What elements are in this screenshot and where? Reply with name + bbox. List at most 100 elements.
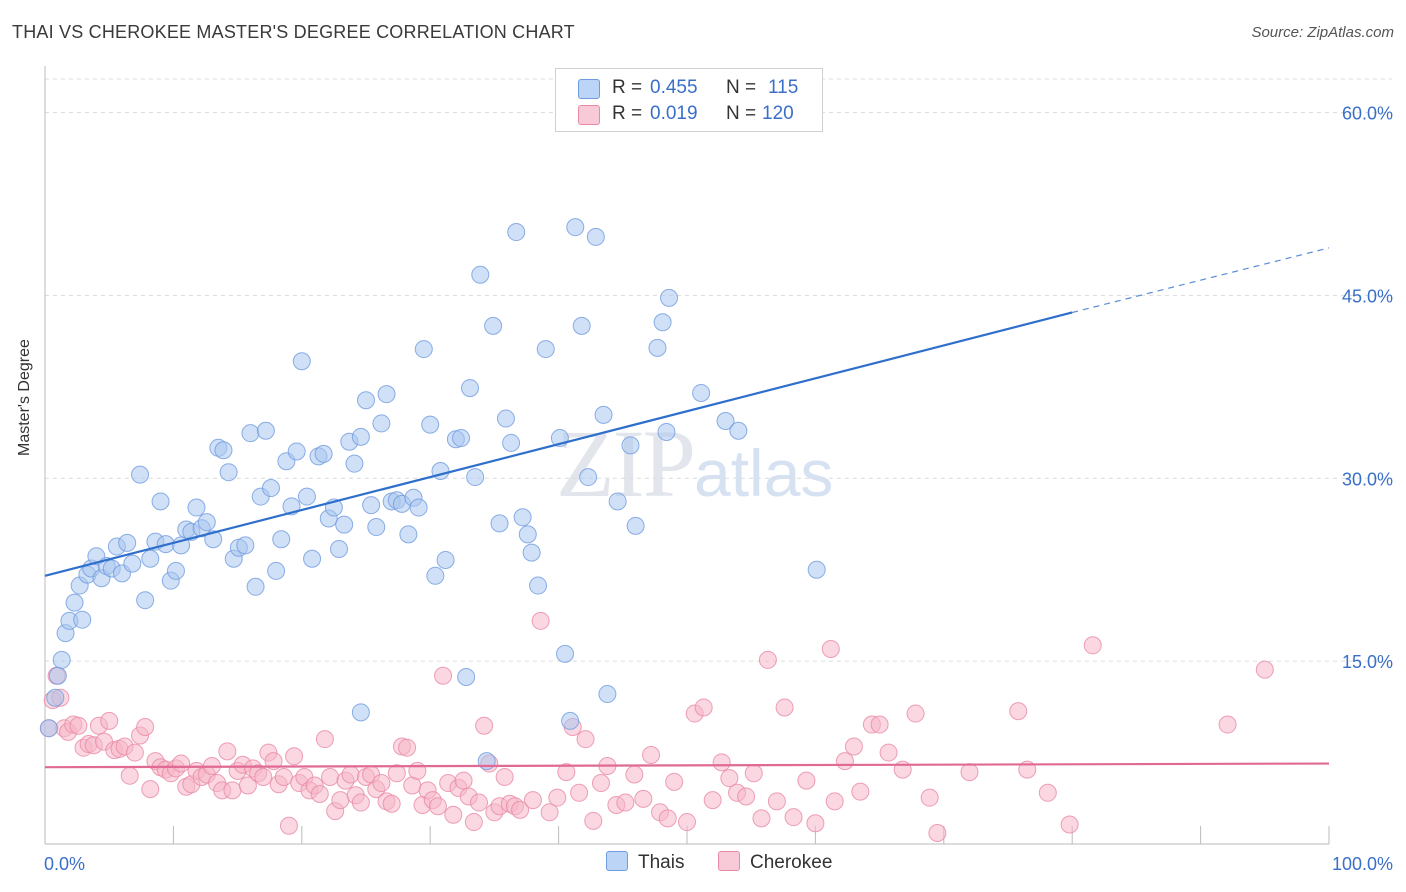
thais-point xyxy=(807,560,826,579)
cherokee-point xyxy=(775,698,794,717)
thais-point xyxy=(556,644,575,663)
thais-point xyxy=(187,498,206,517)
cherokee-point xyxy=(310,785,329,804)
cherokee-point xyxy=(495,767,514,786)
thais-point xyxy=(461,379,480,398)
thais-point xyxy=(136,591,155,610)
thais-point xyxy=(502,433,521,452)
correlation-legend: R = 0.455 N = 115 R = 0.019 N = 120 xyxy=(555,68,823,132)
cherokee-point xyxy=(351,793,370,812)
thais-point xyxy=(52,650,71,669)
cherokee-point xyxy=(136,717,155,736)
cherokee-point xyxy=(835,752,854,771)
cherokee-point xyxy=(851,782,870,801)
thais-trend-line xyxy=(44,311,1073,577)
y-tick-label: 45.0% xyxy=(1342,286,1393,306)
thais-point xyxy=(241,424,260,443)
thais-point xyxy=(131,465,150,484)
thais-point xyxy=(692,383,711,402)
thais-point xyxy=(572,316,591,335)
cherokee-trend-line xyxy=(44,762,1330,769)
thais-point xyxy=(716,411,735,430)
thais-point xyxy=(267,561,286,580)
bottom-legend-cherokee: Cherokee xyxy=(718,851,832,874)
thais-point xyxy=(579,468,598,487)
cherokee-point xyxy=(548,788,567,807)
thais-point xyxy=(421,415,440,434)
cherokee-point xyxy=(531,611,550,630)
bottom-legend-label-cherokee: Cherokee xyxy=(750,852,833,873)
thais-point xyxy=(660,288,679,307)
legend-r-value: 0.019 xyxy=(650,103,698,124)
thais-point xyxy=(409,498,428,517)
thais-point xyxy=(518,525,537,544)
cherokee-point xyxy=(141,780,160,799)
cherokee-point xyxy=(454,771,473,790)
cherokee-point xyxy=(218,742,237,761)
thais-point xyxy=(414,340,433,359)
thais-point xyxy=(335,515,354,534)
cherokee-point xyxy=(591,774,610,793)
cherokee-point xyxy=(408,761,427,780)
cherokee-point xyxy=(540,803,559,822)
cherokee-point xyxy=(576,730,595,749)
thais-point xyxy=(166,561,185,580)
thais-point xyxy=(372,414,391,433)
cherokee-point xyxy=(172,754,191,773)
thais-point xyxy=(529,576,548,595)
cherokee-point xyxy=(120,766,139,785)
cherokee-point xyxy=(767,792,786,811)
cherokee-point xyxy=(557,763,576,782)
cherokee-point xyxy=(906,704,925,723)
x-tick-label: 0.0% xyxy=(44,854,85,874)
thais-point xyxy=(39,719,58,738)
thais-point xyxy=(566,218,585,237)
thais-point xyxy=(351,427,370,446)
thais-point xyxy=(357,391,375,410)
cherokee-point xyxy=(444,805,463,824)
cherokee-point xyxy=(712,753,731,772)
cherokee-point xyxy=(570,783,589,802)
legend-swatch-thais xyxy=(578,79,600,99)
thais-point xyxy=(272,530,291,549)
cherokee-point xyxy=(752,809,771,828)
thais-points xyxy=(39,218,826,771)
cherokee-point xyxy=(341,765,360,784)
cherokee-point xyxy=(879,743,898,762)
thais-point xyxy=(536,340,555,359)
thais-point xyxy=(246,577,265,596)
thais-point xyxy=(598,685,617,704)
cherokee-point xyxy=(825,792,844,811)
bottom-legend-thais: Thais xyxy=(606,851,684,874)
thais-point xyxy=(522,543,541,562)
thais-point xyxy=(457,667,476,686)
y-axis-label: Master's Degree xyxy=(16,339,33,456)
cherokee-point xyxy=(1083,636,1102,655)
thais-point xyxy=(367,518,386,537)
thais-point xyxy=(46,688,65,707)
cherokee-point xyxy=(387,764,406,783)
thais-point xyxy=(219,463,238,482)
thais-point xyxy=(657,422,676,441)
cherokee-point xyxy=(125,743,144,762)
thais-point xyxy=(204,530,223,549)
cherokee-point xyxy=(844,737,863,756)
cherokee-point xyxy=(274,767,293,786)
thais-point xyxy=(197,513,216,532)
thais-trend-extension xyxy=(1072,247,1330,314)
cherokee-point xyxy=(264,752,283,771)
thais-point xyxy=(256,421,275,440)
cherokee-point xyxy=(1038,783,1057,802)
cherokee-point xyxy=(254,767,273,786)
cherokee-point xyxy=(428,797,447,816)
cherokee-point xyxy=(285,747,304,766)
thais-point xyxy=(261,479,280,498)
cherokee-point xyxy=(382,794,401,813)
thais-point xyxy=(118,533,137,552)
thais-point xyxy=(648,338,667,357)
cherokee-point xyxy=(821,639,840,658)
cherokee-point xyxy=(523,791,542,810)
thais-point xyxy=(151,492,170,511)
cherokee-point xyxy=(720,769,739,788)
